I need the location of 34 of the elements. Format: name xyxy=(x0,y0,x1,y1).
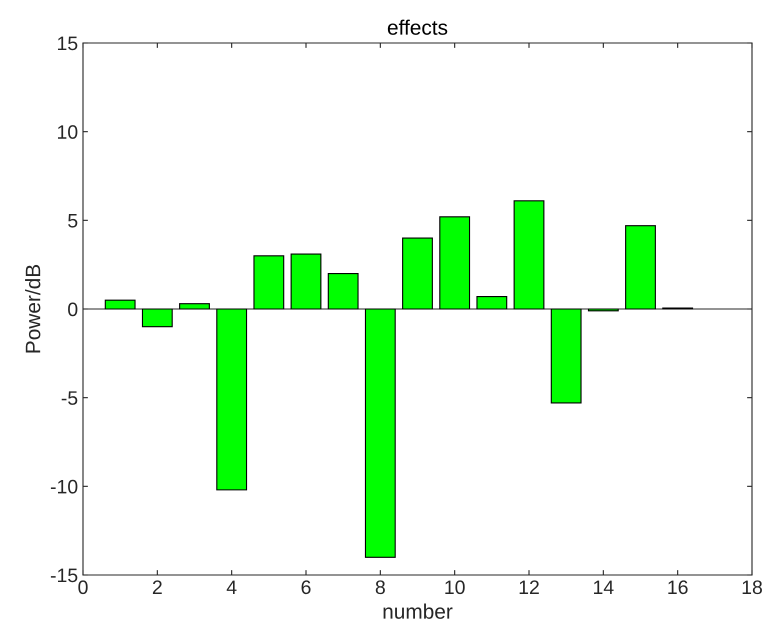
x-tick-label: 14 xyxy=(594,580,614,594)
y-tick-label: -5 xyxy=(62,391,78,405)
x-tick-label: 10 xyxy=(445,580,465,594)
y-tick-label: 10 xyxy=(58,125,78,139)
bar xyxy=(216,308,248,490)
y-tick-label: -15 xyxy=(50,568,78,582)
x-tick-label: 18 xyxy=(742,580,762,594)
bar xyxy=(364,308,396,558)
y-tick-label: -10 xyxy=(50,480,78,494)
x-tick-label: 6 xyxy=(302,580,311,594)
x-tick-label: 2 xyxy=(152,580,162,594)
bar xyxy=(104,300,136,310)
y-axis-title: Power/dB xyxy=(25,264,40,352)
bar xyxy=(514,200,544,310)
bar xyxy=(142,308,173,328)
chart-title: effects xyxy=(388,20,448,35)
bar xyxy=(253,255,284,310)
x-tick-label: 12 xyxy=(520,580,539,594)
bar xyxy=(179,303,210,310)
x-tick-label: 0 xyxy=(78,580,88,594)
bar xyxy=(439,216,470,310)
x-tick-label: 16 xyxy=(668,580,688,594)
y-tick-label: 0 xyxy=(68,302,78,316)
y-tick-label: 15 xyxy=(58,36,78,50)
x-axis-title: number xyxy=(384,604,452,619)
bar xyxy=(625,225,656,310)
bar xyxy=(328,272,359,310)
x-tick-label: 4 xyxy=(226,580,237,594)
bar xyxy=(550,308,582,404)
bar xyxy=(402,238,433,310)
x-tick-label: 8 xyxy=(376,580,385,594)
y-tick-label: 5 xyxy=(68,214,78,228)
bar xyxy=(476,296,508,310)
bar xyxy=(290,253,322,310)
